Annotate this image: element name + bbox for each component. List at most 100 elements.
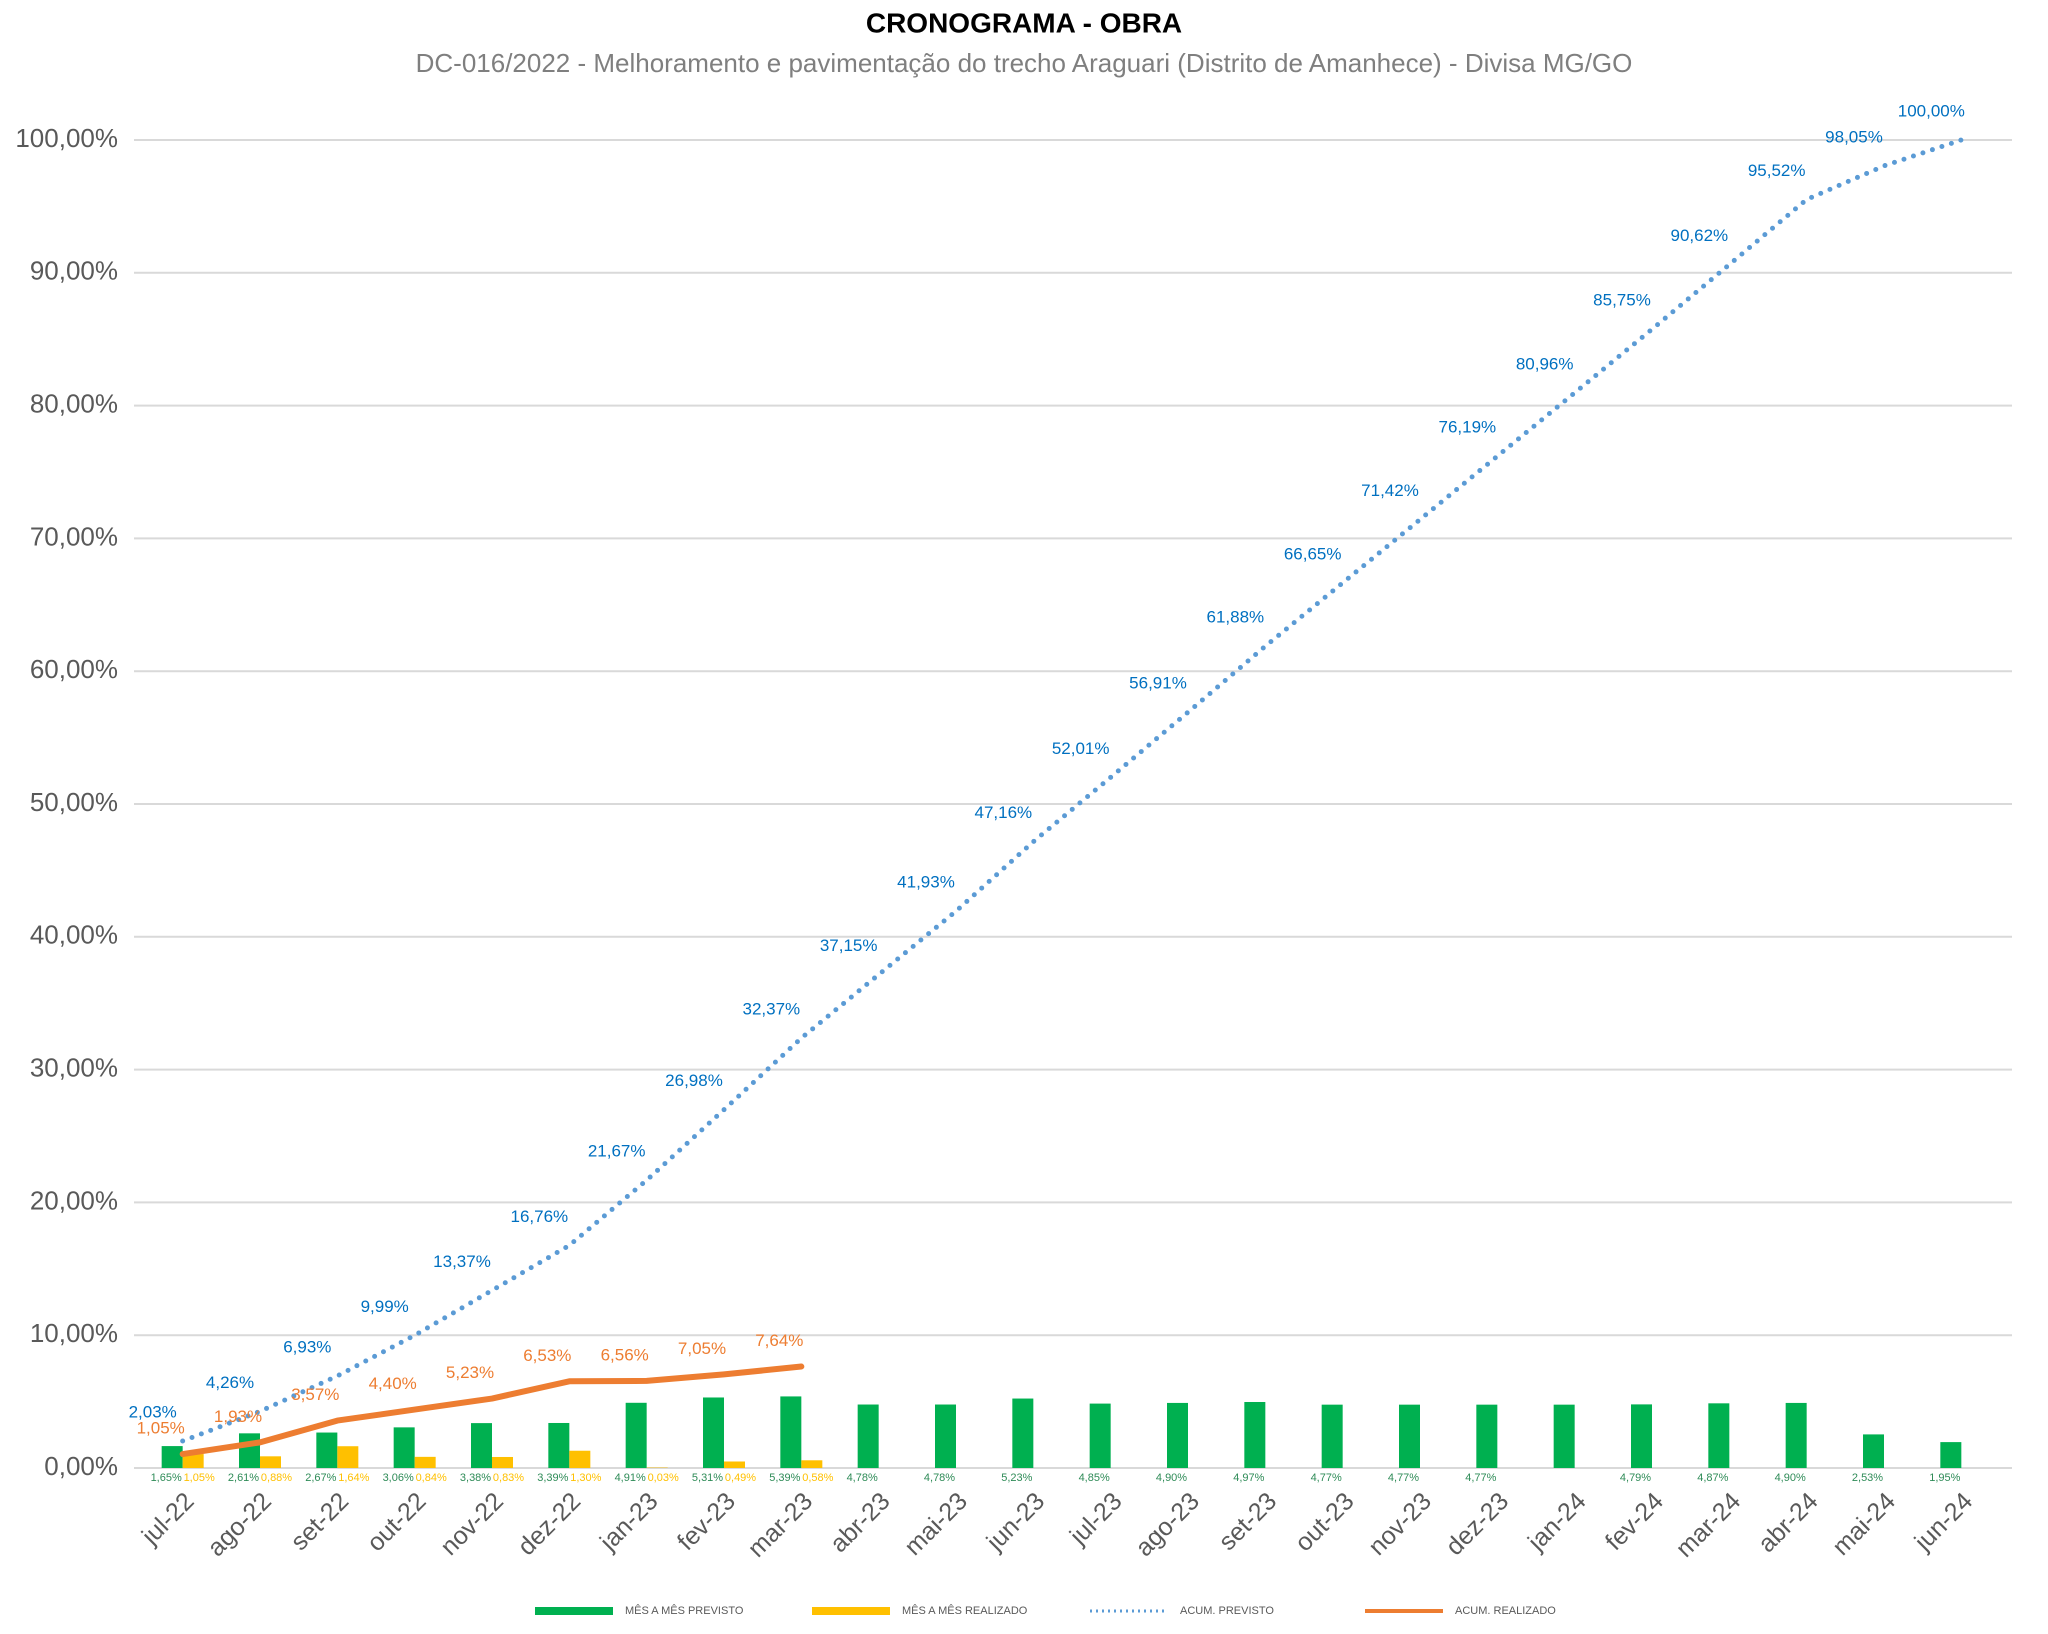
data-label: 76,19% bbox=[1438, 418, 1496, 437]
x-tick-label: mar-24 bbox=[1670, 1487, 1746, 1563]
data-label: 4,85% bbox=[1079, 1472, 1110, 1484]
bar bbox=[239, 1433, 260, 1468]
data-label: 0,58% bbox=[802, 1472, 833, 1484]
data-label: 26,98% bbox=[665, 1071, 723, 1090]
x-tick-label: abr-23 bbox=[825, 1487, 896, 1558]
y-tick-label: 40,00% bbox=[30, 920, 118, 950]
data-label: 4,87% bbox=[1697, 1472, 1728, 1484]
data-label: 47,16% bbox=[974, 803, 1032, 822]
data-label: 4,97% bbox=[1233, 1472, 1264, 1484]
data-label: 1,95% bbox=[1929, 1472, 1960, 1484]
data-label: 2,53% bbox=[1852, 1472, 1883, 1484]
data-label: 100,00% bbox=[1898, 101, 1965, 120]
x-tick-label: jun-24 bbox=[1909, 1487, 1979, 1557]
data-label: 16,76% bbox=[510, 1207, 568, 1226]
line bbox=[179, 1363, 805, 1458]
y-tick-label: 50,00% bbox=[30, 787, 118, 817]
line bbox=[180, 137, 1964, 1444]
data-label: 1,30% bbox=[570, 1472, 601, 1484]
data-label: 4,91% bbox=[615, 1472, 646, 1484]
bar bbox=[492, 1456, 513, 1468]
x-tick-label: jan-23 bbox=[594, 1487, 664, 1557]
data-label: 1,64% bbox=[338, 1472, 369, 1484]
data-label: 4,40% bbox=[369, 1374, 417, 1393]
bar bbox=[1940, 1442, 1962, 1468]
data-label: 9,99% bbox=[361, 1297, 409, 1316]
x-tick-label: jan-24 bbox=[1522, 1487, 1592, 1557]
data-label: 3,57% bbox=[291, 1385, 339, 1404]
x-tick-label: mar-23 bbox=[742, 1487, 818, 1563]
x-tick-label: set-22 bbox=[285, 1487, 354, 1556]
data-label: 7,64% bbox=[755, 1331, 803, 1350]
data-label: 66,65% bbox=[1284, 544, 1342, 563]
y-tick-label: 100,00% bbox=[15, 123, 118, 153]
x-tick-label: dez-23 bbox=[1440, 1487, 1514, 1561]
bar bbox=[625, 1402, 647, 1468]
bar bbox=[1167, 1402, 1188, 1468]
x-tick-label: jul-23 bbox=[1064, 1487, 1128, 1551]
bar bbox=[1476, 1404, 1498, 1468]
data-label: 1,05% bbox=[137, 1419, 185, 1438]
x-tick-label: jun-23 bbox=[981, 1487, 1051, 1557]
data-label: 95,52% bbox=[1748, 161, 1806, 180]
legend-label: ACUM. REALIZADO bbox=[1455, 1605, 1556, 1617]
legend-label: MÊS A MÊS REALIZADO bbox=[902, 1604, 1028, 1617]
data-label: 52,01% bbox=[1052, 739, 1110, 758]
data-label: 37,15% bbox=[820, 936, 878, 955]
data-label: 0,03% bbox=[648, 1472, 679, 1484]
data-label: 1,05% bbox=[184, 1472, 215, 1484]
data-label: 0,49% bbox=[725, 1472, 756, 1484]
bar bbox=[182, 1454, 204, 1468]
data-label: 6,53% bbox=[523, 1346, 571, 1365]
x-tick-label: out-22 bbox=[362, 1487, 432, 1557]
bar bbox=[161, 1446, 183, 1468]
x-tick-label: mai-24 bbox=[1827, 1487, 1901, 1561]
data-label: 3,06% bbox=[383, 1472, 414, 1484]
data-label: 5,23% bbox=[1001, 1472, 1032, 1484]
x-tick-label: nov-23 bbox=[1363, 1487, 1437, 1561]
legend-swatch bbox=[535, 1607, 613, 1615]
y-tick-label: 60,00% bbox=[30, 654, 118, 684]
bar bbox=[1244, 1401, 1266, 1468]
x-tick-label: ago-22 bbox=[202, 1487, 277, 1562]
x-tick-label: dez-22 bbox=[512, 1487, 586, 1561]
data-label: 4,90% bbox=[1775, 1472, 1806, 1484]
data-label: 5,23% bbox=[446, 1363, 494, 1382]
bar bbox=[260, 1456, 281, 1468]
y-tick-label: 20,00% bbox=[30, 1185, 118, 1215]
data-label: 4,77% bbox=[1388, 1472, 1419, 1484]
data-label: 21,67% bbox=[588, 1142, 646, 1161]
x-tick-label: ago-23 bbox=[1130, 1487, 1205, 1562]
data-label: 56,91% bbox=[1129, 674, 1187, 693]
data-label: 4,78% bbox=[847, 1472, 878, 1484]
bar bbox=[414, 1456, 436, 1468]
bar bbox=[724, 1461, 745, 1468]
x-tick-label: nov-22 bbox=[435, 1487, 509, 1561]
y-tick-label: 10,00% bbox=[30, 1318, 118, 1348]
data-label: 32,37% bbox=[742, 1000, 800, 1019]
data-label: 4,77% bbox=[1311, 1472, 1342, 1484]
x-tick-label: jul-22 bbox=[136, 1487, 200, 1551]
bar bbox=[1631, 1404, 1652, 1468]
bar bbox=[801, 1460, 823, 1468]
data-label: 4,79% bbox=[1620, 1472, 1651, 1484]
data-label: 6,56% bbox=[601, 1345, 649, 1364]
bar bbox=[1089, 1403, 1111, 1468]
data-label: 71,42% bbox=[1361, 481, 1419, 500]
data-label: 4,78% bbox=[924, 1472, 955, 1484]
data-label: 61,88% bbox=[1206, 608, 1264, 627]
chart-subtitle: DC-016/2022 - Melhoramento e pavimentaçã… bbox=[416, 48, 1633, 78]
data-label: 2,03% bbox=[129, 1403, 177, 1422]
bar bbox=[1321, 1404, 1343, 1468]
data-label: 1,65% bbox=[151, 1472, 182, 1484]
legend-swatch bbox=[812, 1607, 890, 1615]
legend-label: MÊS A MÊS PREVISTO bbox=[625, 1604, 744, 1617]
x-tick-label: fev-23 bbox=[672, 1487, 741, 1556]
data-label: 2,61% bbox=[228, 1472, 259, 1484]
data-label: 6,93% bbox=[283, 1337, 331, 1356]
y-tick-label: 90,00% bbox=[30, 256, 118, 286]
data-label: 3,39% bbox=[537, 1472, 568, 1484]
data-label: 41,93% bbox=[897, 873, 955, 892]
bar bbox=[1399, 1404, 1420, 1468]
